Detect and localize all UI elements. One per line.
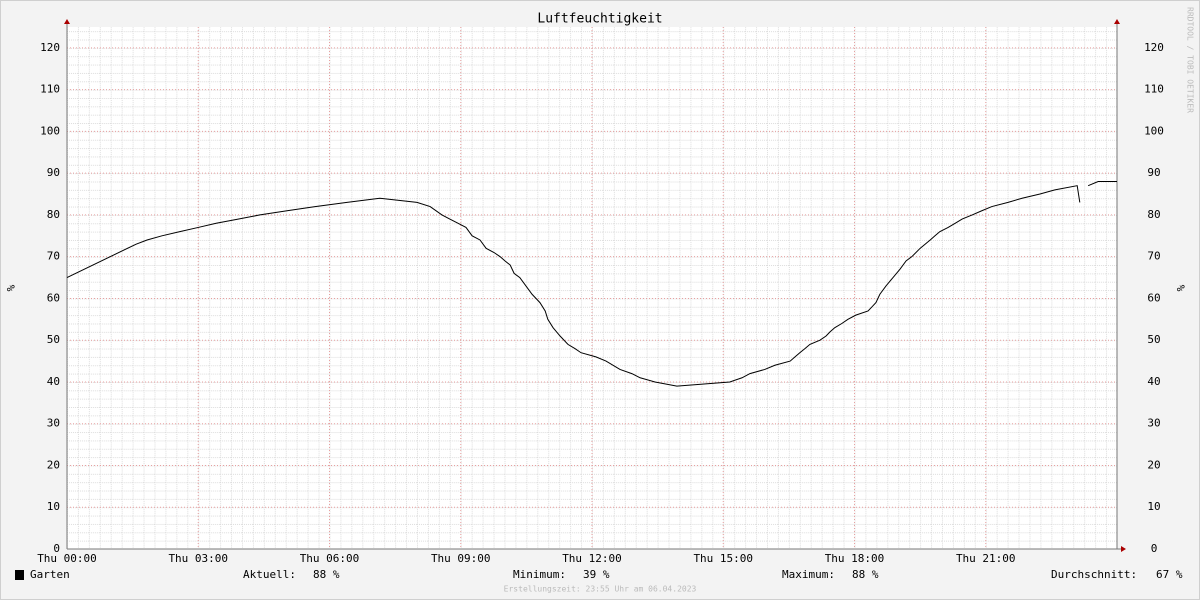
y2-tick-label: 120 bbox=[1144, 41, 1164, 54]
y-tick-label: 120 bbox=[40, 41, 60, 54]
y2-tick-label: 80 bbox=[1147, 208, 1160, 221]
stat-label: Aktuell: bbox=[243, 568, 296, 581]
y2-tick-label: 110 bbox=[1144, 83, 1164, 96]
data-line bbox=[66, 181, 1117, 387]
x-tick-label: Thu 12:00 bbox=[562, 552, 622, 565]
stat-label: Minimum: bbox=[513, 568, 566, 581]
y2-tick-label: 90 bbox=[1147, 166, 1160, 179]
y-tick-label: 110 bbox=[40, 83, 60, 96]
y2-tick-label: 10 bbox=[1147, 500, 1160, 513]
stat-value: 88 % bbox=[313, 568, 340, 581]
x-tick-label: Thu 18:00 bbox=[825, 552, 885, 565]
y-tick-label: 70 bbox=[47, 250, 60, 263]
y2-tick-label: 50 bbox=[1147, 333, 1160, 346]
y2-tick-label: 70 bbox=[1147, 250, 1160, 263]
legend-swatch bbox=[15, 570, 24, 580]
y2-tick-label: 20 bbox=[1147, 458, 1160, 471]
x-tick-label: Thu 03:00 bbox=[168, 552, 228, 565]
arrow bbox=[64, 19, 70, 24]
y2-tick-label: 60 bbox=[1147, 291, 1160, 304]
arrow bbox=[1121, 546, 1126, 552]
y2-tick-label: 0 bbox=[1151, 542, 1158, 555]
y-tick-label: 90 bbox=[47, 166, 60, 179]
arrow bbox=[1114, 19, 1120, 24]
y-tick-label: 40 bbox=[47, 375, 60, 388]
y2-tick-label: 40 bbox=[1147, 375, 1160, 388]
y-tick-label: 60 bbox=[47, 291, 60, 304]
y-tick-label: 10 bbox=[47, 500, 60, 513]
x-tick-label: Thu 09:00 bbox=[431, 552, 491, 565]
stat-value: 67 % bbox=[1156, 568, 1183, 581]
stat-value: 39 % bbox=[583, 568, 610, 581]
stat-label: Maximum: bbox=[782, 568, 835, 581]
y-tick-label: 30 bbox=[47, 417, 60, 430]
y-tick-label: 50 bbox=[47, 333, 60, 346]
watermark: RRDTOOL / TOBI OETIKER bbox=[1186, 7, 1195, 113]
stat-label: Durchschnitt: bbox=[1051, 568, 1137, 581]
chart-title: Luftfeuchtigkeit bbox=[537, 12, 662, 27]
y-tick-label: 0 bbox=[53, 542, 60, 555]
stat-value: 88 % bbox=[852, 568, 879, 581]
x-tick-label: Thu 06:00 bbox=[300, 552, 360, 565]
legend-label: Garten bbox=[30, 568, 70, 581]
x-tick-label: Thu 15:00 bbox=[693, 552, 753, 565]
y2-tick-label: 100 bbox=[1144, 124, 1164, 137]
x-tick-label: Thu 21:00 bbox=[956, 552, 1016, 565]
y-tick-label: 20 bbox=[47, 458, 60, 471]
x-tick-label: Thu 00:00 bbox=[37, 552, 97, 565]
y-axis-label: % bbox=[4, 285, 17, 292]
footer: Erstellungszeit: 23:55 Uhr am 06.04.2023 bbox=[504, 585, 697, 594]
y-tick-label: 100 bbox=[40, 124, 60, 137]
y2-axis-label: % bbox=[1174, 285, 1187, 292]
y-tick-label: 80 bbox=[47, 208, 60, 221]
y2-tick-label: 30 bbox=[1147, 417, 1160, 430]
